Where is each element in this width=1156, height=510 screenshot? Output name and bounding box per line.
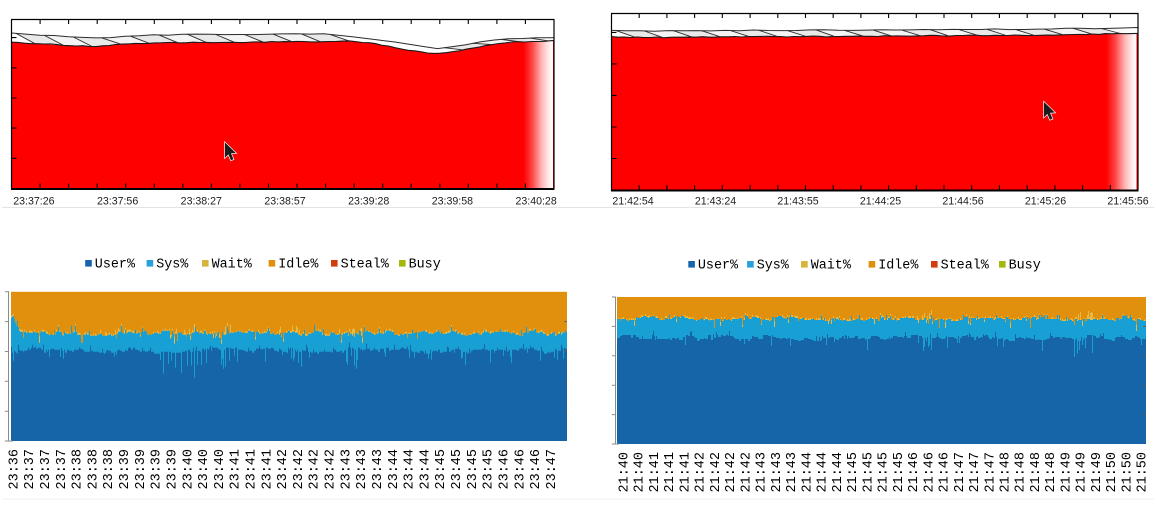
svg-text:21:43: 21:43 bbox=[785, 452, 800, 493]
svg-text:21:42: 21:42 bbox=[694, 452, 709, 493]
svg-text:21:41: 21:41 bbox=[648, 452, 663, 493]
svg-text:21:45: 21:45 bbox=[892, 452, 907, 493]
svg-text:23:44: 23:44 bbox=[403, 449, 418, 490]
svg-text:23:38: 23:38 bbox=[86, 449, 101, 490]
svg-text:21:50: 21:50 bbox=[1120, 452, 1135, 493]
svg-text:21:45: 21:45 bbox=[877, 452, 892, 493]
svg-text:23:46: 23:46 bbox=[529, 449, 544, 490]
svg-text:21:45: 21:45 bbox=[846, 452, 861, 493]
svg-text:21:49: 21:49 bbox=[1075, 452, 1090, 493]
svg-text:Idle%: Idle% bbox=[878, 258, 919, 273]
svg-text:21:42: 21:42 bbox=[709, 452, 724, 493]
svg-text:23:38:27: 23:38:27 bbox=[181, 196, 222, 208]
svg-text:21:43: 21:43 bbox=[755, 452, 770, 493]
svg-text:23:39:28: 23:39:28 bbox=[348, 196, 389, 208]
svg-text:21:47: 21:47 bbox=[953, 452, 968, 493]
svg-text:23:42: 23:42 bbox=[292, 449, 307, 490]
svg-text:21:46: 21:46 bbox=[938, 452, 953, 493]
svg-text:23:39: 23:39 bbox=[165, 449, 180, 490]
svg-text:21:42:54: 21:42:54 bbox=[612, 196, 653, 208]
svg-text:23:39:58: 23:39:58 bbox=[432, 196, 473, 208]
svg-text:23:37:56: 23:37:56 bbox=[97, 196, 138, 208]
svg-text:Steal%: Steal% bbox=[341, 257, 390, 272]
svg-text:21:44:25: 21:44:25 bbox=[860, 196, 901, 208]
svg-text:21:46: 21:46 bbox=[922, 452, 937, 493]
svg-text:21:45: 21:45 bbox=[861, 452, 876, 493]
svg-text:21:43:55: 21:43:55 bbox=[777, 196, 818, 208]
svg-text:23:42: 23:42 bbox=[324, 449, 339, 490]
svg-text:21:40: 21:40 bbox=[618, 452, 633, 493]
svg-text:23:38:57: 23:38:57 bbox=[264, 196, 305, 208]
svg-text:21:48: 21:48 bbox=[1044, 452, 1059, 493]
svg-text:21:41: 21:41 bbox=[663, 452, 678, 493]
svg-text:Busy: Busy bbox=[1009, 258, 1041, 273]
svg-text:21:44: 21:44 bbox=[816, 452, 831, 493]
svg-text:23:41: 23:41 bbox=[229, 449, 244, 490]
svg-text:User%: User% bbox=[95, 257, 136, 272]
svg-text:23:46: 23:46 bbox=[513, 449, 528, 490]
svg-text:23:45: 23:45 bbox=[450, 449, 465, 490]
svg-text:23:43: 23:43 bbox=[371, 449, 386, 490]
svg-text:Wait%: Wait% bbox=[811, 258, 852, 273]
svg-text:23:41: 23:41 bbox=[260, 449, 275, 490]
svg-text:21:48: 21:48 bbox=[1014, 452, 1029, 493]
svg-text:23:37: 23:37 bbox=[39, 449, 54, 490]
svg-text:21:44: 21:44 bbox=[800, 452, 815, 493]
svg-text:Busy: Busy bbox=[409, 257, 441, 272]
svg-text:23:44: 23:44 bbox=[387, 449, 402, 490]
svg-text:Wait%: Wait% bbox=[212, 257, 253, 272]
svg-text:21:47: 21:47 bbox=[983, 452, 998, 493]
svg-text:23:40: 23:40 bbox=[213, 449, 228, 490]
svg-text:23:39: 23:39 bbox=[134, 449, 149, 490]
svg-text:Steal%: Steal% bbox=[941, 258, 990, 273]
svg-text:21:44: 21:44 bbox=[831, 452, 846, 493]
svg-text:Idle%: Idle% bbox=[278, 257, 319, 272]
svg-text:23:39: 23:39 bbox=[118, 449, 133, 490]
svg-text:User%: User% bbox=[698, 258, 739, 273]
svg-text:21:43:24: 21:43:24 bbox=[695, 196, 736, 208]
svg-text:21:48: 21:48 bbox=[999, 452, 1014, 493]
svg-text:21:50: 21:50 bbox=[1136, 452, 1151, 493]
svg-text:23:44: 23:44 bbox=[418, 449, 433, 490]
svg-text:23:39: 23:39 bbox=[150, 449, 165, 490]
svg-text:21:44:56: 21:44:56 bbox=[942, 196, 983, 208]
svg-text:23:45: 23:45 bbox=[482, 449, 497, 490]
svg-text:23:36: 23:36 bbox=[7, 449, 22, 490]
svg-text:23:43: 23:43 bbox=[355, 449, 370, 490]
svg-text:23:38: 23:38 bbox=[71, 449, 86, 490]
svg-text:23:43: 23:43 bbox=[339, 449, 354, 490]
svg-text:21:45:56: 21:45:56 bbox=[1107, 196, 1148, 208]
svg-text:21:42: 21:42 bbox=[724, 452, 739, 493]
svg-text:21:40: 21:40 bbox=[633, 452, 648, 493]
svg-text:23:47: 23:47 bbox=[545, 449, 560, 490]
svg-text:23:42: 23:42 bbox=[308, 449, 323, 490]
svg-text:23:42: 23:42 bbox=[276, 449, 291, 490]
svg-text:21:50: 21:50 bbox=[1105, 452, 1120, 493]
svg-text:21:41: 21:41 bbox=[679, 452, 694, 493]
svg-text:23:45: 23:45 bbox=[466, 449, 481, 490]
svg-text:21:43: 21:43 bbox=[770, 452, 785, 493]
svg-text:21:45:26: 21:45:26 bbox=[1025, 196, 1066, 208]
svg-text:23:37:26: 23:37:26 bbox=[13, 196, 54, 208]
svg-text:23:40: 23:40 bbox=[181, 449, 196, 490]
svg-text:23:37: 23:37 bbox=[55, 449, 70, 490]
svg-text:21:49: 21:49 bbox=[1060, 452, 1075, 493]
svg-text:Sys%: Sys% bbox=[156, 257, 189, 272]
svg-text:23:46: 23:46 bbox=[498, 449, 513, 490]
svg-text:23:37: 23:37 bbox=[23, 449, 38, 490]
svg-text:21:48: 21:48 bbox=[1029, 452, 1044, 493]
svg-text:21:42: 21:42 bbox=[739, 452, 754, 493]
svg-text:21:46: 21:46 bbox=[907, 452, 922, 493]
svg-text:21:47: 21:47 bbox=[968, 452, 983, 493]
svg-text:23:41: 23:41 bbox=[245, 449, 260, 490]
svg-text:23:40: 23:40 bbox=[197, 449, 212, 490]
svg-text:23:40:28: 23:40:28 bbox=[515, 196, 556, 208]
svg-text:23:45: 23:45 bbox=[434, 449, 449, 490]
svg-text:23:38: 23:38 bbox=[102, 449, 117, 490]
svg-text:21:49: 21:49 bbox=[1090, 452, 1105, 493]
svg-text:Sys%: Sys% bbox=[757, 258, 790, 273]
